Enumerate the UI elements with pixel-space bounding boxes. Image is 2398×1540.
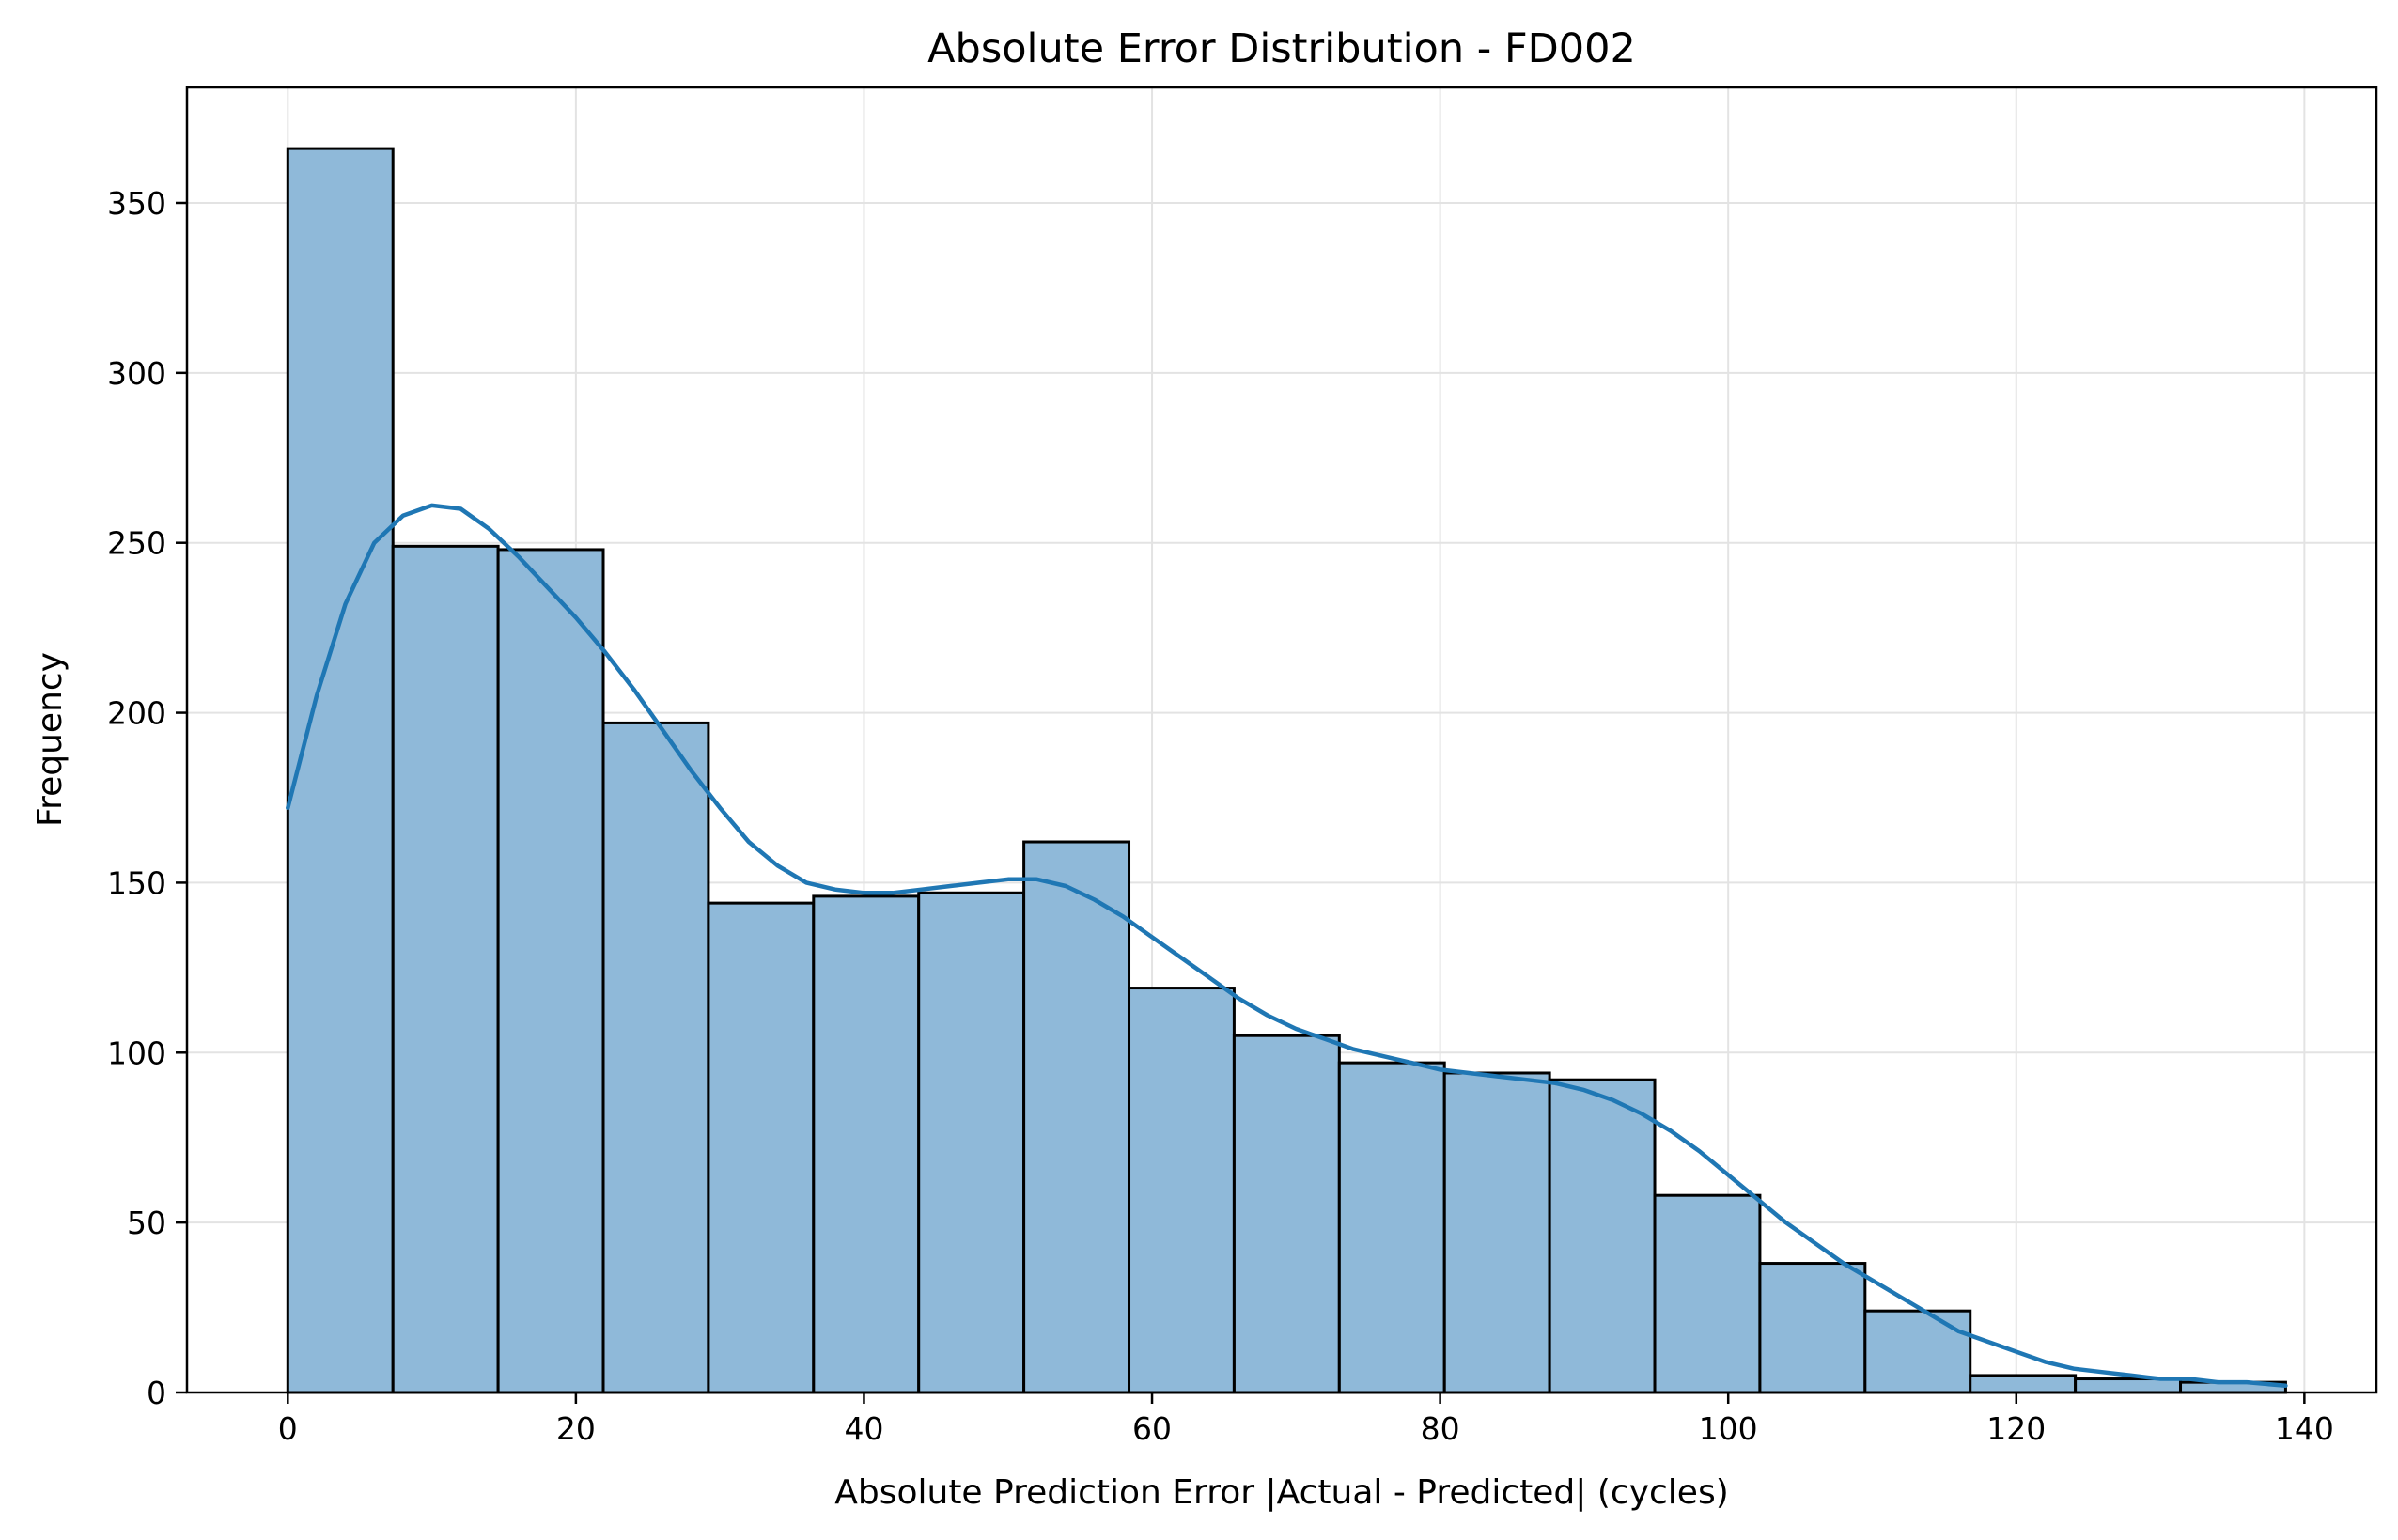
chart-title: Absolute Error Distribution - FD002	[927, 25, 1636, 72]
histogram-bar	[496, 548, 605, 1394]
y-tick-label: 350	[107, 185, 166, 222]
y-tick-label: 250	[107, 525, 166, 562]
histogram-bars	[286, 147, 2287, 1394]
y-tick-label: 150	[107, 864, 166, 901]
y-tick-label: 100	[107, 1034, 166, 1071]
y-axis-ticks: 0 50 100 150 200 250 300 350	[107, 185, 187, 1411]
histogram-bar	[1128, 987, 1236, 1394]
y-tick-label: 0	[147, 1375, 166, 1411]
histogram-bar	[1337, 1061, 1446, 1394]
x-axis-ticks: 0 20 40 60 80 100 120 140	[278, 1392, 2334, 1447]
y-tick-label: 200	[107, 695, 166, 732]
y-axis-title: Frequency	[31, 652, 70, 827]
histogram-bar	[812, 894, 921, 1394]
plot-frame	[185, 86, 2378, 1394]
histogram-bar	[917, 891, 1026, 1394]
x-tick-label: 80	[1421, 1410, 1460, 1447]
x-tick-label: 120	[1986, 1410, 2046, 1447]
y-tick-label: 300	[107, 355, 166, 392]
histogram-bar	[707, 901, 816, 1394]
x-tick-label: 60	[1132, 1410, 1172, 1447]
kde-curve	[286, 503, 2288, 1389]
x-tick-label: 40	[844, 1410, 883, 1447]
y-tick-label: 50	[127, 1205, 166, 1241]
histogram-bar	[1758, 1262, 1867, 1394]
histogram-bar	[286, 147, 395, 1394]
histogram-bar	[1022, 840, 1131, 1394]
histogram-bar	[391, 544, 500, 1394]
x-tick-label: 100	[1699, 1410, 1758, 1447]
histogram-bar	[1232, 1034, 1341, 1394]
histogram-bar	[601, 721, 710, 1394]
histogram-bar	[1969, 1374, 2078, 1394]
x-tick-label: 140	[2275, 1410, 2334, 1447]
histogram-bar	[1442, 1071, 1551, 1394]
x-tick-label: 20	[556, 1410, 596, 1447]
histogram-bar	[1863, 1309, 1972, 1394]
histogram-bar	[1548, 1078, 1657, 1394]
x-axis-title: Absolute Prediction Error |Actual - Pred…	[834, 1473, 1729, 1512]
histogram-bar	[1653, 1193, 1762, 1394]
x-tick-label: 0	[278, 1410, 298, 1447]
